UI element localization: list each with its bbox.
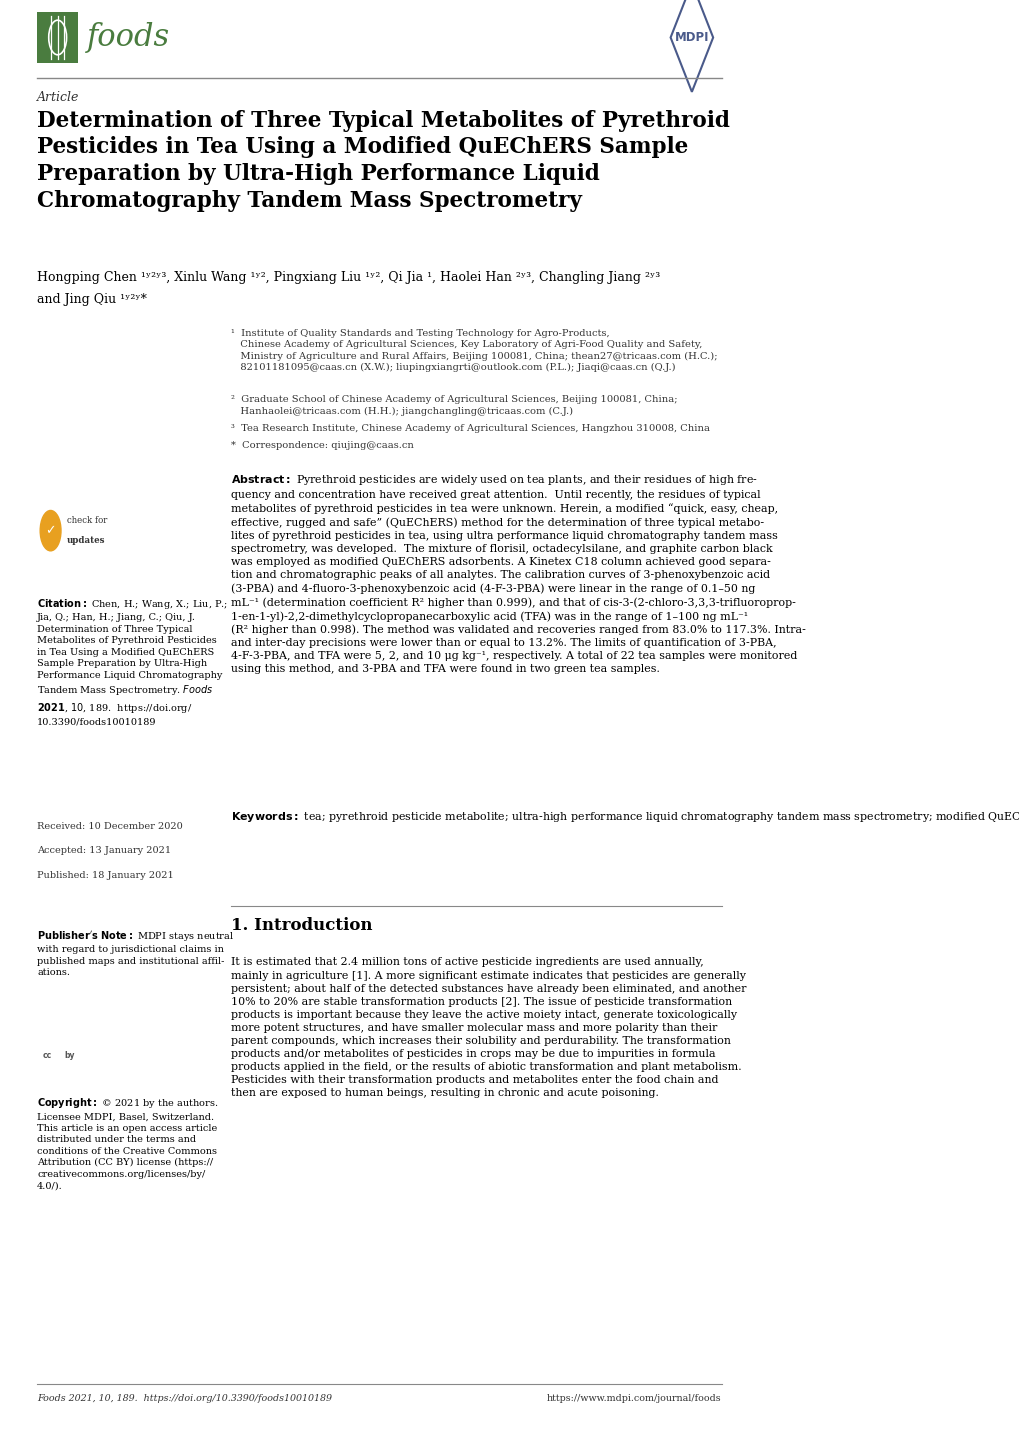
Text: *  Correspondence: qiujing@caas.cn: * Correspondence: qiujing@caas.cn	[230, 441, 413, 450]
Text: Foods 2021, 10, 189.  https://doi.org/10.3390/foods10010189: Foods 2021, 10, 189. https://doi.org/10.…	[37, 1394, 332, 1403]
FancyBboxPatch shape	[37, 12, 78, 63]
Text: ✓: ✓	[45, 523, 56, 538]
Text: updates: updates	[67, 536, 105, 545]
Text: Received: 10 December 2020: Received: 10 December 2020	[37, 822, 182, 831]
Circle shape	[40, 510, 61, 551]
Text: $\bf{Abstract:}$ Pyrethroid pesticides are widely used on tea plants, and their : $\bf{Abstract:}$ Pyrethroid pesticides a…	[230, 473, 805, 675]
Text: MDPI: MDPI	[674, 30, 708, 45]
Text: 1. Introduction: 1. Introduction	[230, 917, 372, 934]
Text: $\bf{Citation:}$ Chen, H.; Wang, X.; Liu, P.;
Jia, Q.; Han, H.; Jiang, C.; Qiu, : $\bf{Citation:}$ Chen, H.; Wang, X.; Liu…	[37, 597, 228, 727]
Text: cc: cc	[43, 1051, 52, 1060]
Text: foods: foods	[87, 22, 170, 53]
Text: and Jing Qiu ¹ʸ²ʸ*: and Jing Qiu ¹ʸ²ʸ*	[37, 293, 147, 306]
Text: $\bf{Keywords:}$ tea; pyrethroid pesticide metabolite; ultra-high performance li: $\bf{Keywords:}$ tea; pyrethroid pestici…	[230, 810, 1019, 825]
Text: Article: Article	[37, 91, 79, 104]
Text: ¹  Institute of Quality Standards and Testing Technology for Agro-Products,
   C: ¹ Institute of Quality Standards and Tes…	[230, 329, 716, 372]
Text: Accepted: 13 January 2021: Accepted: 13 January 2021	[37, 846, 171, 855]
Text: Hongping Chen ¹ʸ²ʸ³, Xinlu Wang ¹ʸ², Pingxiang Liu ¹ʸ², Qi Jia ¹, Haolei Han ²ʸ³: Hongping Chen ¹ʸ²ʸ³, Xinlu Wang ¹ʸ², Pin…	[37, 271, 659, 284]
Text: Published: 18 January 2021: Published: 18 January 2021	[37, 871, 174, 880]
Text: https://www.mdpi.com/journal/foods: https://www.mdpi.com/journal/foods	[546, 1394, 720, 1403]
Text: $\bf{Publisher's\ Note:}$ MDPI stays neutral
with regard to jurisdictional claim: $\bf{Publisher's\ Note:}$ MDPI stays neu…	[37, 929, 234, 978]
Text: $\bf{Copyright:}$ © 2021 by the authors.
Licensee MDPI, Basel, Switzerland.
This: $\bf{Copyright:}$ © 2021 by the authors.…	[37, 1096, 218, 1190]
Text: ²  Graduate School of Chinese Academy of Agricultural Sciences, Beijing 100081, : ² Graduate School of Chinese Academy of …	[230, 395, 677, 415]
Text: Determination of Three Typical Metabolites of Pyrethroid
Pesticides in Tea Using: Determination of Three Typical Metabolit…	[37, 110, 730, 212]
Text: ³  Tea Research Institute, Chinese Academy of Agricultural Sciences, Hangzhou 31: ³ Tea Research Institute, Chinese Academ…	[230, 424, 709, 433]
Text: by: by	[64, 1051, 75, 1060]
Text: It is estimated that 2.4 million tons of active pesticide ingredients are used a: It is estimated that 2.4 million tons of…	[230, 957, 745, 1097]
Text: check for: check for	[67, 516, 107, 525]
